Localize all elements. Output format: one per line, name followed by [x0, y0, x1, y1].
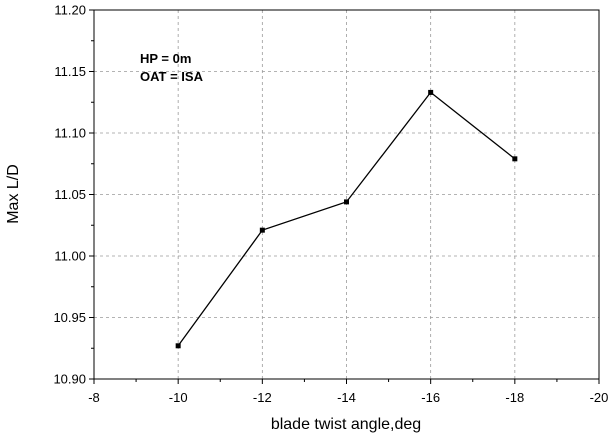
x-tick-label: -18: [505, 390, 524, 405]
x-tick-label: -20: [590, 390, 609, 405]
axis-ticks: [89, 9, 600, 384]
y-tick-label: 11.15: [54, 64, 86, 79]
y-tick-label: 10.95: [53, 310, 86, 325]
x-tick-label: -10: [169, 390, 188, 405]
y-axis-title: Max L/D: [5, 164, 22, 224]
y-tick-label: 11.10: [54, 126, 86, 141]
data-point: [175, 343, 181, 349]
data-markers: [175, 89, 518, 349]
data-point: [512, 156, 518, 162]
y-tick-label: 11.05: [54, 187, 86, 202]
data-point: [428, 89, 434, 95]
y-tick-labels: 10.90 10.95 11.00 11.05 11.10 11.15 11.20: [53, 3, 86, 387]
grid-lines: [94, 10, 599, 379]
y-tick-label: 11.20: [54, 3, 86, 18]
x-tick-label: -14: [337, 390, 356, 405]
x-axis-title: blade twist angle,deg: [271, 416, 421, 433]
y-tick-label: 11.00: [54, 249, 86, 264]
x-tick-label: -16: [421, 390, 440, 405]
x-tick-label: -12: [253, 390, 272, 405]
x-tick-label: -8: [88, 390, 100, 405]
x-tick-labels: -8 -10 -12 -14 -16 -18 -20: [88, 390, 608, 405]
y-tick-label: 10.90: [53, 372, 86, 387]
data-point: [259, 227, 265, 233]
annotation-oat: OAT = ISA: [140, 69, 204, 84]
annotation-hp: HP = 0m: [140, 51, 191, 66]
data-point: [344, 199, 349, 205]
